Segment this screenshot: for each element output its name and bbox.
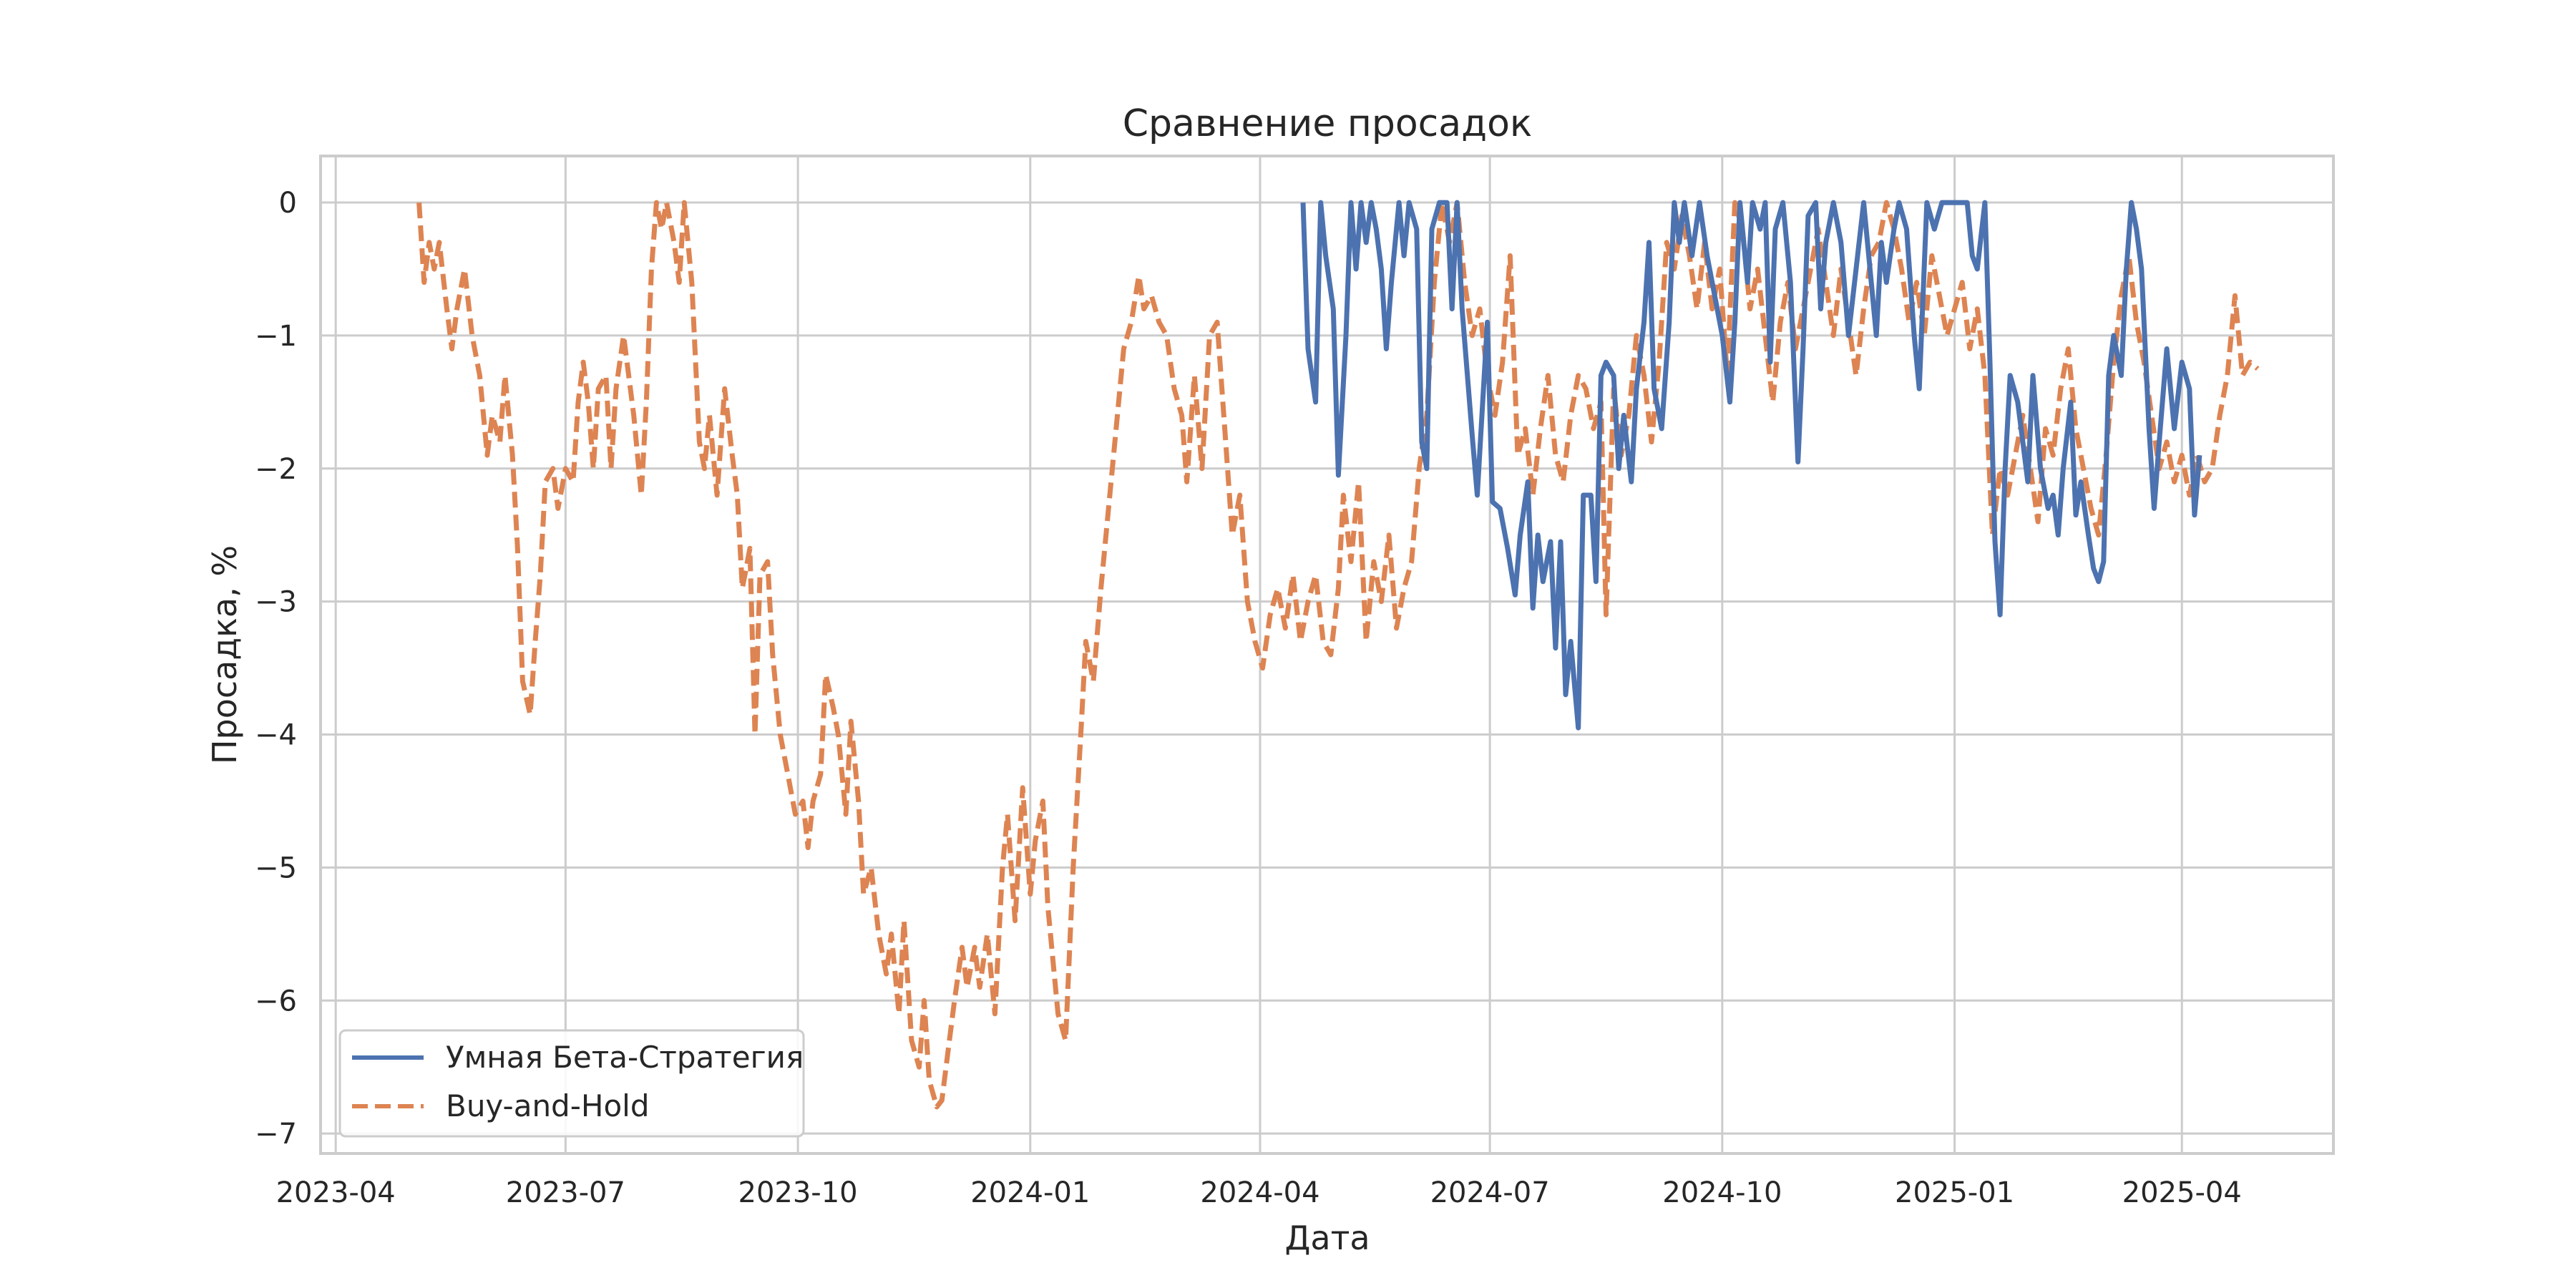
x-tick-label: 2023-10 [738, 1176, 858, 1209]
y-tick-label: −3 [255, 586, 297, 619]
series-line-buy-and-hold [416, 200, 2260, 1110]
y-tick-label: −7 [255, 1118, 297, 1151]
x-tick-label: 2024-04 [1200, 1176, 1319, 1209]
series-line-smart-beta [1300, 200, 2202, 731]
y-tick-label: −4 [255, 719, 297, 752]
plot-frame [319, 155, 2335, 1155]
y-tick-labels: 0 −1 −2 −3 −4 −5 −6 −7 [255, 187, 297, 1151]
legend-label-smart-beta: Умная Бета-Стратегия [446, 1040, 804, 1075]
x-tick-labels: 2023-04 2023-07 2023-10 2024-01 2024-04 2024-… [276, 1176, 2242, 1209]
legend: Умная Бета-Стратегия Buy-and-Hold [338, 1029, 805, 1138]
legend-box [338, 1029, 805, 1138]
chart-title: Сравнение просадок [1123, 102, 1533, 145]
x-tick-label: 2024-10 [1662, 1176, 1782, 1209]
y-tick-label: −6 [255, 985, 297, 1018]
x-tick-label: 2023-04 [276, 1176, 396, 1209]
y-tick-label: 0 [279, 187, 297, 220]
y-axis-label: Просадка, % [205, 545, 244, 764]
y-tick-label: −5 [255, 852, 297, 884]
series-layer [416, 200, 2260, 1110]
x-tick-label: 2024-07 [1430, 1176, 1550, 1209]
x-tick-label: 2025-04 [2122, 1176, 2242, 1209]
legend-label-buy-and-hold: Buy-and-Hold [446, 1088, 649, 1123]
x-tick-label: 2023-07 [506, 1176, 625, 1209]
x-tick-label: 2024-01 [970, 1176, 1090, 1209]
x-axis-label: Дата [1284, 1219, 1370, 1257]
grid-lines [321, 156, 2333, 1153]
y-tick-label: −2 [255, 453, 297, 486]
x-tick-label: 2025-01 [1895, 1176, 2014, 1209]
y-tick-label: −1 [255, 320, 297, 353]
